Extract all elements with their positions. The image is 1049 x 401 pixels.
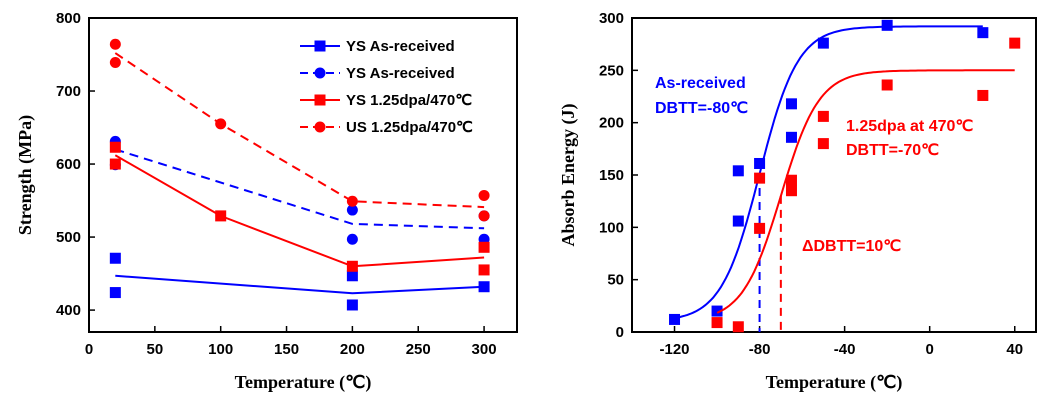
- strength-data-point: [346, 270, 358, 282]
- energy-x-tick-label: -120: [660, 341, 690, 358]
- strength-data-point: [109, 38, 121, 50]
- energy-x-tick-label: -40: [834, 341, 856, 358]
- legend-marker: [314, 121, 326, 133]
- legend-marker: [314, 94, 326, 106]
- strength-x-tick-label: 200: [340, 341, 365, 358]
- energy-data-point: [732, 165, 744, 177]
- legend-marker: [314, 67, 326, 79]
- energy-x-axis-title: Temperature (℃): [766, 372, 903, 393]
- legend-marker: [314, 40, 326, 52]
- energy-data-point: [785, 98, 797, 110]
- energy-y-tick-label: 300: [599, 10, 624, 27]
- strength-x-tick-label: 0: [85, 341, 93, 358]
- energy-fit-curve: [716, 69, 1015, 314]
- strength-data-point: [346, 195, 358, 207]
- energy-annotation: DBTT=-70℃: [846, 142, 939, 159]
- legend-label: YS As-received: [346, 65, 455, 82]
- strength-series-line: [115, 148, 485, 230]
- energy-annotation: 1.25dpa at 470℃: [846, 118, 973, 135]
- energy-x-tick-label: 0: [926, 341, 934, 358]
- strength-data-point: [215, 210, 227, 222]
- energy-y-tick-label: 100: [599, 219, 624, 236]
- energy-data-point: [711, 317, 723, 329]
- energy-data-point: [817, 110, 829, 122]
- absorb-energy-chart: -120 -80 -40 0 40 0 50 100 150 200 250 300 Temperatu…: [558, 10, 1037, 393]
- strength-x-tick-label: 250: [406, 341, 431, 358]
- strength-series-line: [114, 52, 485, 209]
- strength-data-point: [346, 260, 358, 272]
- energy-data-point: [732, 215, 744, 227]
- energy-x-tick-label: 40: [1006, 341, 1023, 358]
- strength-data-point: [346, 299, 358, 311]
- strength-plot-frame: [88, 17, 518, 333]
- strength-data-point: [346, 233, 358, 245]
- strength-y-tick-label: 700: [56, 83, 81, 100]
- strength-legend: YS As-received YS As-received YS 1.25dpa/4…: [300, 38, 473, 136]
- strength-x-tick-label: 100: [208, 341, 233, 358]
- strength-data-point: [478, 189, 490, 201]
- legend-label: YS 1.25dpa/470℃: [346, 92, 472, 109]
- energy-y-tick-label: 150: [599, 167, 624, 184]
- strength-y-tick-label: 400: [56, 302, 81, 319]
- energy-y-tick-label: 50: [607, 272, 624, 289]
- strength-series-line: [114, 154, 485, 268]
- energy-data-point: [785, 174, 797, 186]
- energy-y-axis-title: Absorb Energy (J): [558, 103, 579, 246]
- energy-data-point: [881, 79, 893, 91]
- energy-annotation: As-received: [655, 75, 746, 92]
- energy-data-point: [785, 131, 797, 143]
- strength-data-point: [478, 241, 490, 253]
- energy-y-tick-label: 200: [599, 115, 624, 132]
- strength-x-tick-label: 300: [472, 341, 497, 358]
- energy-data-point: [977, 89, 989, 101]
- energy-data-point: [785, 185, 797, 197]
- strength-data-point: [109, 141, 121, 153]
- energy-data-point: [817, 138, 829, 150]
- strength-y-tick-label: 800: [56, 10, 81, 27]
- legend-label: YS As-received: [346, 38, 455, 55]
- strength-x-tick-label: 150: [274, 341, 299, 358]
- strength-data-point: [109, 287, 121, 299]
- energy-data-point: [754, 172, 766, 184]
- strength-series-line: [115, 274, 485, 295]
- energy-data-point: [669, 313, 681, 325]
- strength-data-point: [109, 57, 121, 69]
- energy-x-tick-label: -80: [749, 341, 771, 358]
- energy-annotation: ΔDBTT=10℃: [802, 238, 901, 255]
- energy-fit-curve: [674, 25, 983, 320]
- energy-annotation: DBTT=-80℃: [655, 100, 748, 117]
- strength-y-tick-label: 600: [56, 156, 81, 173]
- energy-data-point: [1009, 37, 1021, 49]
- energy-data-point: [977, 27, 989, 39]
- strength-x-tick-label: 50: [147, 341, 164, 358]
- energy-data-point: [754, 222, 766, 234]
- strength-y-tick-label: 500: [56, 229, 81, 246]
- strength-data-point: [215, 118, 227, 130]
- strength-data-point: [109, 252, 121, 264]
- strength-data-point: [478, 264, 490, 276]
- strength-data-point: [109, 158, 121, 170]
- strength-data-point: [478, 281, 490, 293]
- energy-data-point: [754, 157, 766, 169]
- energy-data-point: [817, 37, 829, 49]
- strength-data-point: [346, 204, 358, 216]
- strength-x-axis-title: Temperature (℃): [235, 372, 372, 393]
- strength-data-point: [478, 210, 490, 222]
- legend-label: US 1.25dpa/470℃: [346, 119, 473, 136]
- energy-y-tick-label: 250: [599, 62, 624, 79]
- energy-y-tick-label: 0: [616, 324, 624, 341]
- energy-plot-frame: [631, 17, 1037, 333]
- energy-data-point: [881, 19, 893, 31]
- strength-y-axis-title: Strength (MPa): [15, 115, 36, 235]
- energy-data-point: [711, 305, 723, 317]
- strength-chart: 0 50 100 150 200 250 300 400 500 600 700 800 Tempera…: [15, 10, 518, 393]
- energy-data-point: [732, 321, 744, 333]
